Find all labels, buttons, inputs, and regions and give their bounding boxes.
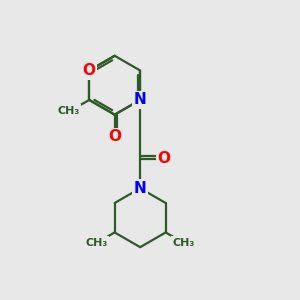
Text: O: O [157, 151, 170, 166]
Text: CH₃: CH₃ [173, 238, 195, 248]
Text: O: O [83, 63, 96, 78]
Text: CH₃: CH₃ [85, 238, 107, 248]
Text: N: N [134, 181, 146, 196]
Text: CH₃: CH₃ [57, 106, 80, 116]
Text: O: O [108, 129, 121, 144]
Text: N: N [134, 92, 146, 107]
